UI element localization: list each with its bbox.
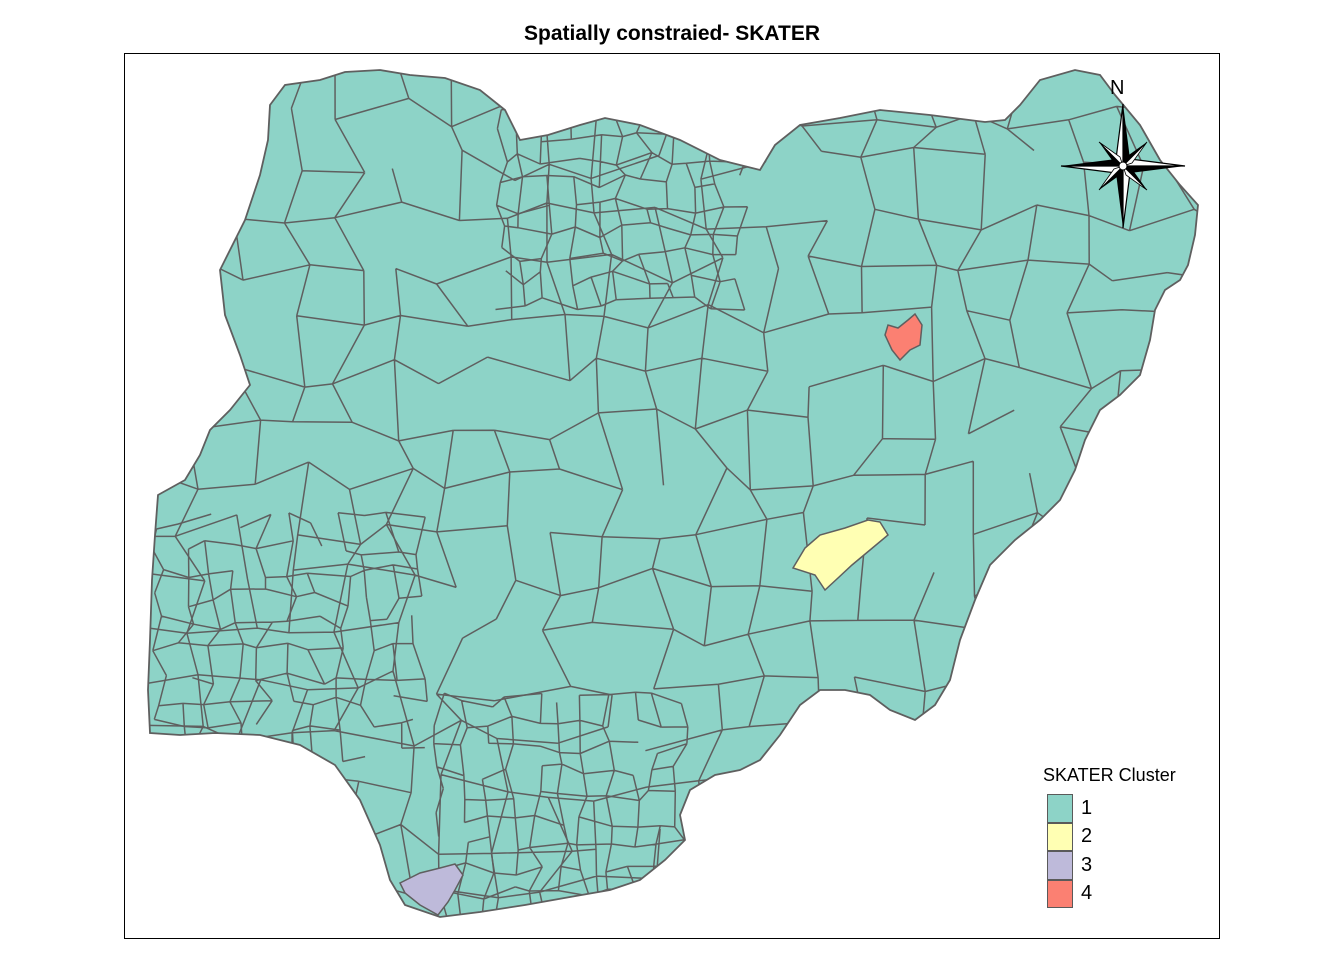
cluster-4-region xyxy=(884,312,923,362)
legend-swatch-1 xyxy=(1047,794,1073,823)
legend-title: SKATER Cluster xyxy=(1043,765,1176,785)
district-boundary xyxy=(433,691,689,917)
legend-label-2: 2 xyxy=(1081,825,1093,848)
district-boundary xyxy=(151,511,428,764)
legend-item-1: 1 xyxy=(1047,794,1200,823)
country-border xyxy=(147,69,1199,918)
legend-swatch-2 xyxy=(1047,822,1073,851)
legend-swatch-4 xyxy=(1047,879,1073,908)
country-map xyxy=(147,69,1199,918)
cluster-3-region xyxy=(398,863,464,916)
cluster-2-region xyxy=(791,519,889,592)
north-arrow-icon xyxy=(1060,103,1186,229)
map-frame xyxy=(124,53,1220,939)
legend-item-4: 4 xyxy=(1047,879,1200,908)
legend-item-3: 3 xyxy=(1047,851,1200,880)
legend-label-3: 3 xyxy=(1081,853,1093,876)
legend: SKATER Cluster 1 2 3 4 xyxy=(1040,765,1200,908)
legend-item-2: 2 xyxy=(1047,822,1200,851)
map-title: Spatially constraied- SKATER xyxy=(523,22,820,45)
legend-label-1: 1 xyxy=(1081,796,1093,819)
country-outline xyxy=(148,70,1198,917)
north-label: N xyxy=(1110,77,1125,99)
legend-swatch-3 xyxy=(1047,851,1073,880)
legend-label-4: 4 xyxy=(1081,882,1093,905)
